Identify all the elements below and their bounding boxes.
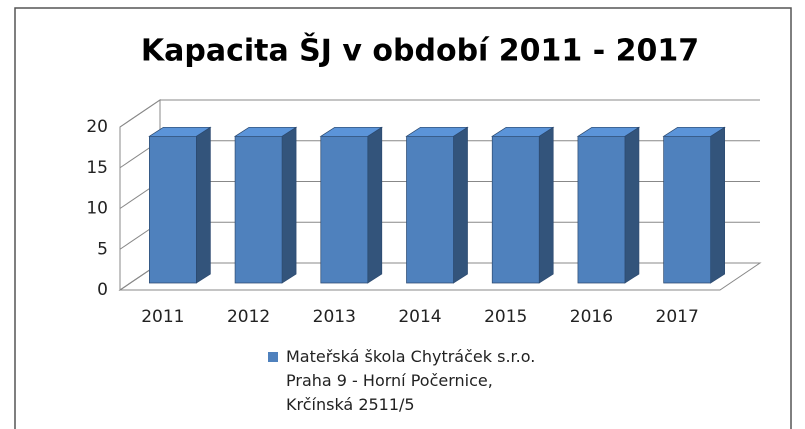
bar (148, 126, 212, 284)
y-tick-label: 20 (86, 117, 108, 137)
x-tick-label: 2012 (227, 307, 270, 327)
bar-side (367, 126, 383, 284)
legend-key (268, 352, 278, 362)
bar-front (234, 135, 283, 284)
x-tick-label: 2015 (484, 307, 527, 327)
chart-title: Kapacita ŠJ v období 2011 - 2017 (141, 32, 699, 69)
bar-side (281, 126, 297, 284)
chart-frame (14, 7, 792, 429)
bar-front (406, 135, 454, 284)
x-tick-label: 2016 (570, 307, 613, 327)
bar-front (149, 135, 197, 284)
bar-side (538, 126, 554, 284)
bar (405, 126, 469, 284)
bar (491, 126, 555, 284)
legend-label: Mateřská škola Chytráček s.r.o. Praha 9 … (286, 347, 536, 414)
y-tick-label: 0 (97, 280, 108, 300)
y-tick-label: 10 (86, 199, 108, 219)
bar (319, 126, 383, 284)
bar (576, 126, 641, 284)
bar-side (453, 126, 468, 284)
grid-line (119, 99, 760, 128)
bar-side (710, 126, 725, 284)
bar-side (196, 126, 211, 284)
x-tick-label: 2014 (398, 307, 441, 327)
bar-front (577, 135, 626, 284)
bar (233, 126, 298, 284)
bar-side (624, 126, 640, 284)
bar-front (491, 135, 540, 284)
bar-front (320, 135, 369, 284)
y-tick-label: 5 (97, 239, 108, 259)
bar-front (663, 135, 711, 284)
x-tick-label: 2011 (141, 307, 184, 327)
y-tick-label: 15 (86, 158, 108, 178)
x-tick-label: 2013 (313, 307, 356, 327)
x-tick-label: 2017 (656, 307, 699, 327)
legend: Mateřská škola Chytráček s.r.o. Praha 9 … (268, 345, 535, 417)
bar (662, 126, 726, 284)
